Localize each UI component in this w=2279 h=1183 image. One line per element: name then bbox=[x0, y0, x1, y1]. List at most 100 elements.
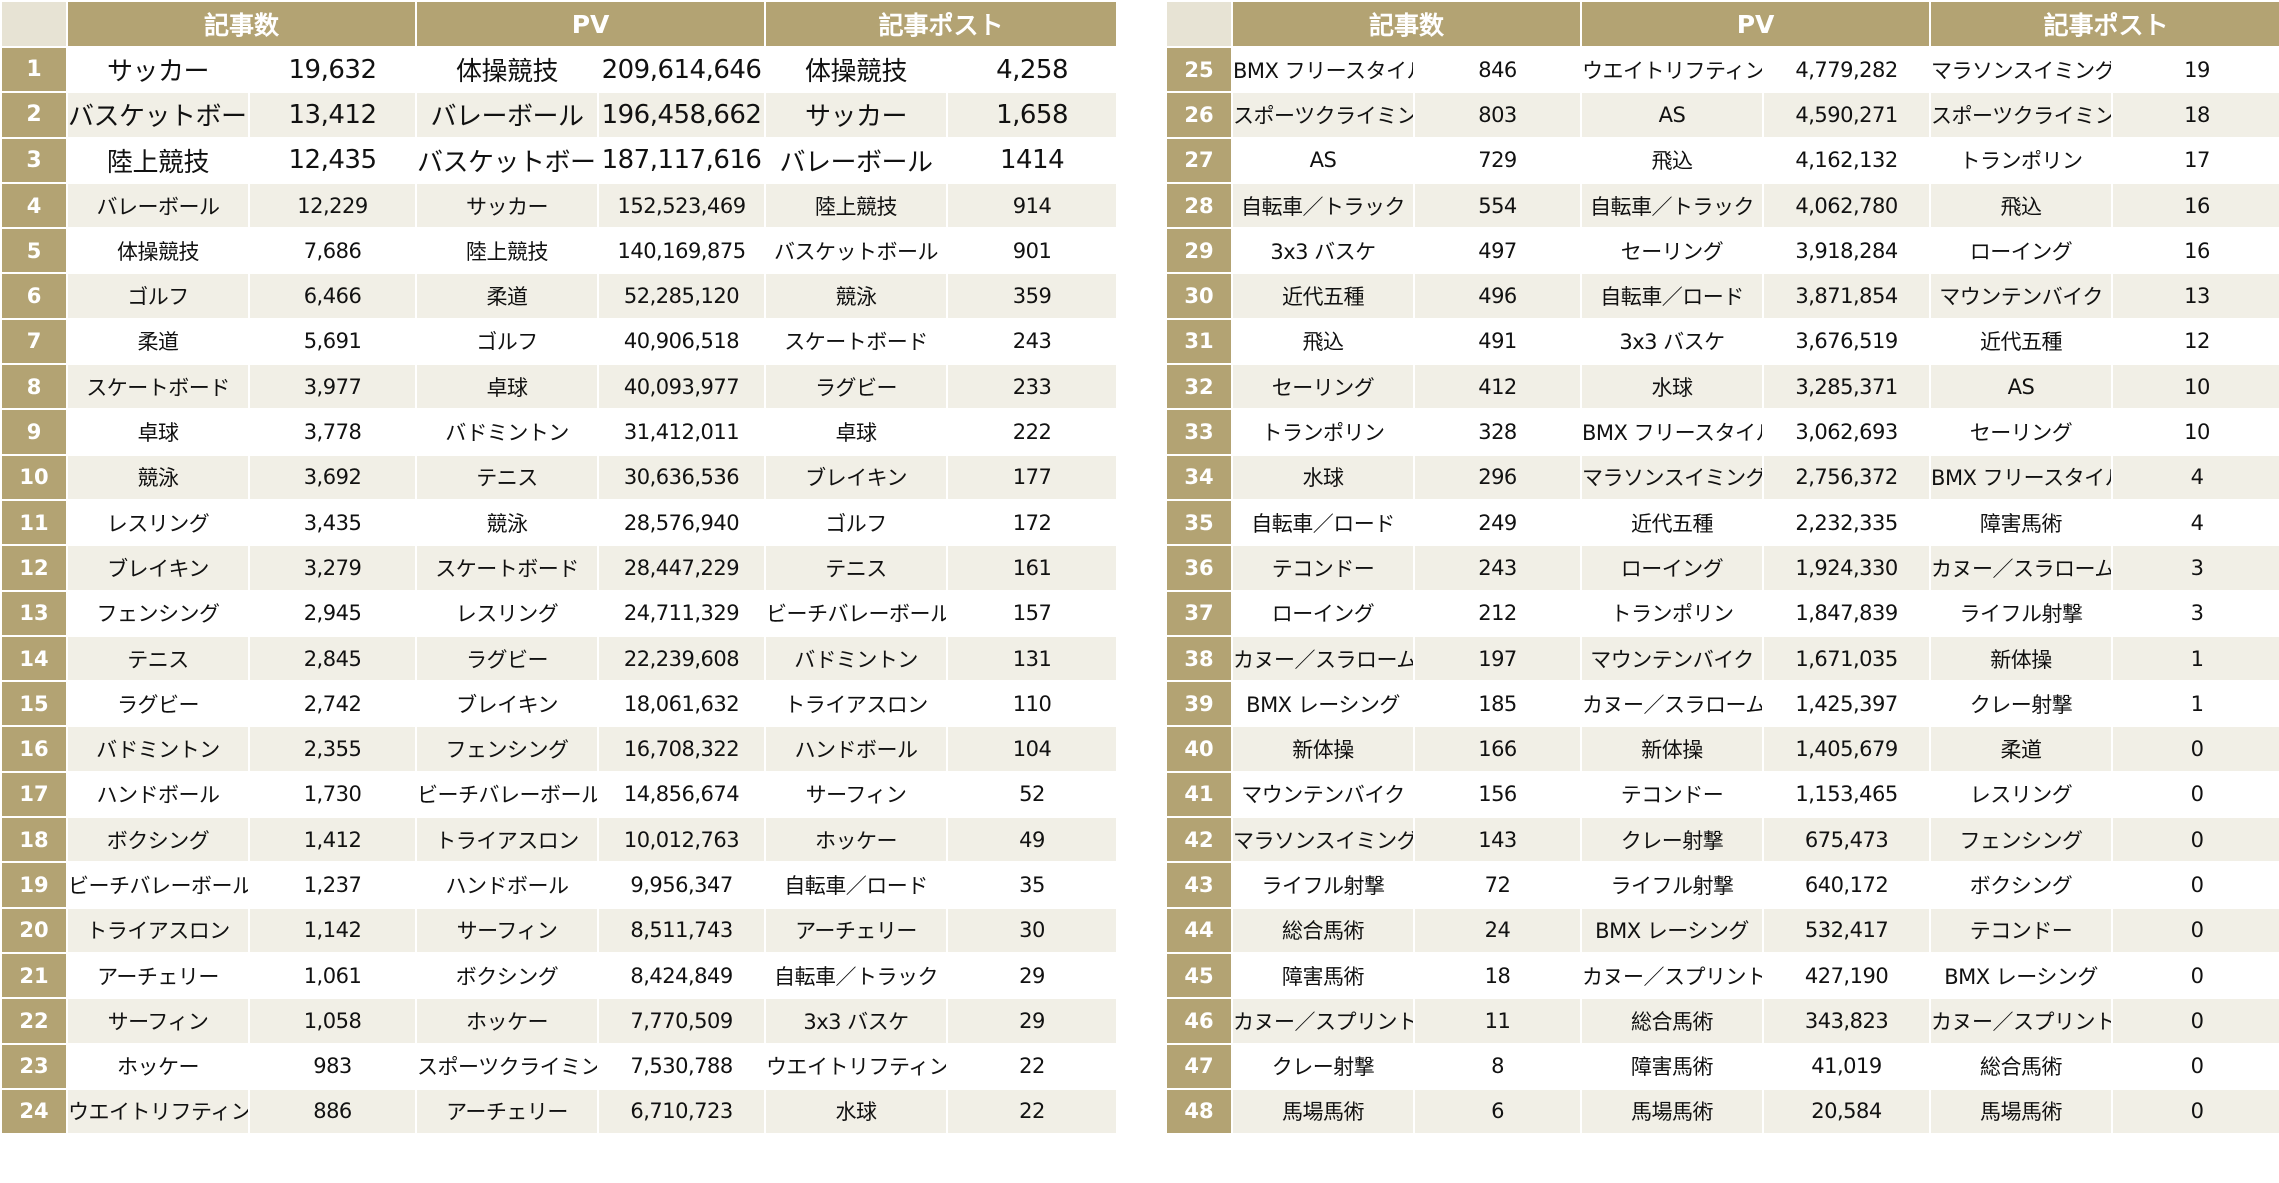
rank-cell: 38 bbox=[1167, 636, 1231, 681]
rank-cell: 37 bbox=[1167, 591, 1231, 635]
pv-sport-cell: アーチェリー bbox=[417, 1089, 598, 1134]
articles-sport-cell: ハンドボール bbox=[68, 772, 248, 817]
posts-count-cell: 19 bbox=[2113, 48, 2279, 92]
posts-count-cell: 233 bbox=[948, 365, 1117, 409]
articles-count-cell: 1,237 bbox=[250, 863, 416, 907]
pv-count-cell: 9,956,347 bbox=[599, 863, 765, 907]
pv-count-cell: 152,523,469 bbox=[599, 183, 765, 228]
posts-count-cell: 0 bbox=[2113, 908, 2279, 952]
pv-sport-cell: 自転車／トラック bbox=[1582, 183, 1763, 228]
articles-sport-cell: 水球 bbox=[1233, 455, 1413, 499]
pv-sport-cell: ライフル射撃 bbox=[1582, 863, 1763, 907]
pv-count-cell: 1,924,330 bbox=[1764, 546, 1930, 590]
articles-sport-cell: ビーチバレーボール bbox=[68, 863, 248, 907]
rank-cell: 5 bbox=[2, 229, 66, 273]
pv-sport-cell: バスケットボール bbox=[417, 138, 598, 182]
posts-count-cell: 177 bbox=[948, 455, 1117, 499]
rank-cell: 2 bbox=[2, 93, 66, 137]
posts-sport-cell: 飛込 bbox=[1931, 183, 2112, 228]
pv-sport-cell: 柔道 bbox=[417, 274, 598, 318]
table-row: 42 マラソンスイミング 143 クレー射撃 675,473 フェンシング 0 bbox=[1167, 818, 2279, 862]
articles-count-cell: 156 bbox=[1415, 772, 1581, 817]
articles-sport-cell: 総合馬術 bbox=[1233, 908, 1413, 952]
pv-sport-cell: テコンドー bbox=[1582, 772, 1763, 817]
articles-sport-cell: サッカー bbox=[68, 48, 248, 92]
posts-count-cell: 0 bbox=[2113, 727, 2279, 771]
posts-sport-cell: 3x3 バスケ bbox=[766, 999, 947, 1043]
pv-sport-cell: トランポリン bbox=[1582, 591, 1763, 635]
pv-count-cell: 2,756,372 bbox=[1764, 455, 1930, 499]
table-row: 33 トランポリン 328 BMX フリースタイル 3,062,693 セーリング 10 bbox=[1167, 410, 2279, 454]
posts-sport-cell: テニス bbox=[766, 546, 947, 590]
rank-cell: 25 bbox=[1167, 48, 1231, 92]
pv-sport-cell: BMX フリースタイル bbox=[1582, 410, 1763, 454]
pv-sport-cell: ボクシング bbox=[417, 953, 598, 998]
table-row: 5 体操競技 7,686 陸上競技 140,169,875 バスケットボール 901 bbox=[2, 229, 1117, 273]
articles-sport-cell: トランポリン bbox=[1233, 410, 1413, 454]
posts-count-cell: 1414 bbox=[948, 138, 1117, 182]
posts-sport-cell: スケートボード bbox=[766, 319, 947, 364]
rank-cell: 19 bbox=[2, 863, 66, 907]
table-row: 31 飛込 491 3x3 バスケ 3,676,519 近代五種 12 bbox=[1167, 319, 2279, 364]
articles-sport-cell: BMX フリースタイル bbox=[1233, 48, 1413, 92]
table-row: 4 バレーボール 12,229 サッカー 152,523,469 陸上競技 914 bbox=[2, 183, 1117, 228]
rank-cell: 36 bbox=[1167, 546, 1231, 590]
pv-sport-cell: ビーチバレーボール bbox=[417, 772, 598, 817]
pv-sport-cell: 3x3 バスケ bbox=[1582, 319, 1763, 364]
articles-sport-cell: 飛込 bbox=[1233, 319, 1413, 364]
posts-sport-cell: 自転車／ロード bbox=[766, 863, 947, 907]
articles-sport-cell: クレー射撃 bbox=[1233, 1044, 1413, 1088]
posts-count-cell: 4 bbox=[2113, 500, 2279, 545]
table-row: 6 ゴルフ 6,466 柔道 52,285,120 競泳 359 bbox=[2, 274, 1117, 318]
posts-sport-cell: トランポリン bbox=[1931, 138, 2112, 182]
posts-sport-cell: セーリング bbox=[1931, 410, 2112, 454]
articles-count-cell: 2,355 bbox=[250, 727, 416, 771]
ranking-table-left: 記事数 PV 記事ポスト 1 サッカー 19,632 体操競技 209,614,646 体… bbox=[0, 0, 1118, 1135]
articles-count-cell: 6 bbox=[1415, 1089, 1581, 1134]
posts-sport-cell: 水球 bbox=[766, 1089, 947, 1134]
pv-count-cell: 28,576,940 bbox=[599, 500, 765, 545]
rank-cell: 21 bbox=[2, 953, 66, 998]
articles-count-cell: 24 bbox=[1415, 908, 1581, 952]
articles-count-cell: 1,142 bbox=[250, 908, 416, 952]
pv-count-cell: 3,676,519 bbox=[1764, 319, 1930, 364]
pv-sport-cell: 水球 bbox=[1582, 365, 1763, 409]
articles-count-cell: 1,058 bbox=[250, 999, 416, 1043]
articles-count-cell: 5,691 bbox=[250, 319, 416, 364]
articles-sport-cell: 体操競技 bbox=[68, 229, 248, 273]
posts-count-cell: 0 bbox=[2113, 1044, 2279, 1088]
rank-cell: 39 bbox=[1167, 682, 1231, 726]
posts-sport-cell: アーチェリー bbox=[766, 908, 947, 952]
articles-count-cell: 886 bbox=[250, 1089, 416, 1134]
articles-count-cell: 243 bbox=[1415, 546, 1581, 590]
table-row: 35 自転車／ロード 249 近代五種 2,232,335 障害馬術 4 bbox=[1167, 500, 2279, 545]
rank-cell: 41 bbox=[1167, 772, 1231, 817]
articles-sport-cell: AS bbox=[1233, 138, 1413, 182]
articles-sport-cell: 競泳 bbox=[68, 455, 248, 499]
table-row: 23ホッケー983スポーツクライミング7,530,788ウエイトリフティング22 bbox=[2, 1044, 1117, 1088]
posts-sport-cell: ブレイキン bbox=[766, 455, 947, 499]
pv-sport-cell: BMX レーシング bbox=[1582, 908, 1763, 952]
articles-count-cell: 1,730 bbox=[250, 772, 416, 817]
pv-count-cell: 52,285,120 bbox=[599, 274, 765, 318]
rank-cell: 3 bbox=[2, 138, 66, 182]
pv-count-cell: 675,473 bbox=[1764, 818, 1930, 862]
table-row: 40 新体操 166 新体操 1,405,679 柔道 0 bbox=[1167, 727, 2279, 771]
rank-cell: 40 bbox=[1167, 727, 1231, 771]
rank-cell: 23 bbox=[2, 1044, 66, 1088]
pv-sport-cell: スポーツクライミング bbox=[417, 1044, 598, 1088]
table-row: 38 カヌー／スラローム 197 マウンテンバイク 1,671,035 新体操 1 bbox=[1167, 636, 2279, 681]
rank-cell: 29 bbox=[1167, 229, 1231, 273]
articles-count-cell: 412 bbox=[1415, 365, 1581, 409]
posts-count-cell: 3 bbox=[2113, 546, 2279, 590]
table-row: 48 馬場馬術 6 馬場馬術 20,584 馬場馬術 0 bbox=[1167, 1089, 2279, 1134]
header-posts: 記事ポスト bbox=[1931, 2, 2279, 46]
posts-count-cell: 16 bbox=[2113, 183, 2279, 228]
articles-sport-cell: バレーボール bbox=[68, 183, 248, 228]
pv-count-cell: 140,169,875 bbox=[599, 229, 765, 273]
articles-count-cell: 497 bbox=[1415, 229, 1581, 273]
articles-count-cell: 11 bbox=[1415, 999, 1581, 1043]
articles-sport-cell: バスケットボール bbox=[68, 93, 248, 137]
posts-sport-cell: クレー射撃 bbox=[1931, 682, 2112, 726]
